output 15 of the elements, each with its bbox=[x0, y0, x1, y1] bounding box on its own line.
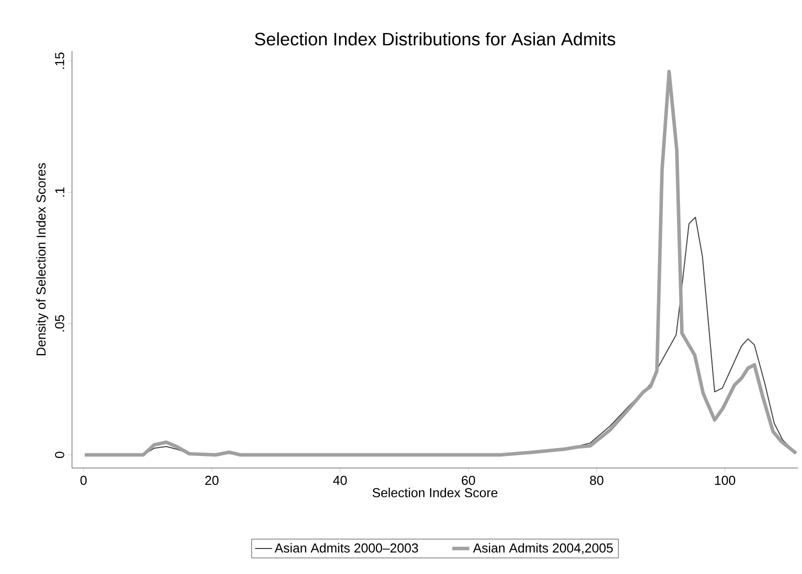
legend-label: Asian Admits 2004,2005 bbox=[473, 543, 613, 554]
y-tick-label: .15 bbox=[55, 52, 64, 69]
x-tick-label: 100 bbox=[715, 476, 736, 485]
x-tick-label: 0 bbox=[80, 476, 87, 485]
x-tick-label: 40 bbox=[333, 476, 347, 485]
y-tick-label: .1 bbox=[55, 187, 64, 196]
x-tick-label: 20 bbox=[205, 476, 219, 485]
legend-label: Asian Admits 2000–2003 bbox=[274, 543, 418, 553]
y-tick-label: .05 bbox=[55, 315, 64, 332]
y-axis-title: Density of Selection Index Scores bbox=[36, 163, 48, 356]
x-tick-label: 80 bbox=[590, 476, 604, 485]
x-axis-title: Selection Index Score bbox=[372, 488, 498, 498]
y-tick-label: 0 bbox=[55, 452, 64, 458]
x-tick-label: 60 bbox=[462, 476, 476, 485]
chart-title: Selection Index Distributions for Asian Admits bbox=[254, 32, 616, 46]
